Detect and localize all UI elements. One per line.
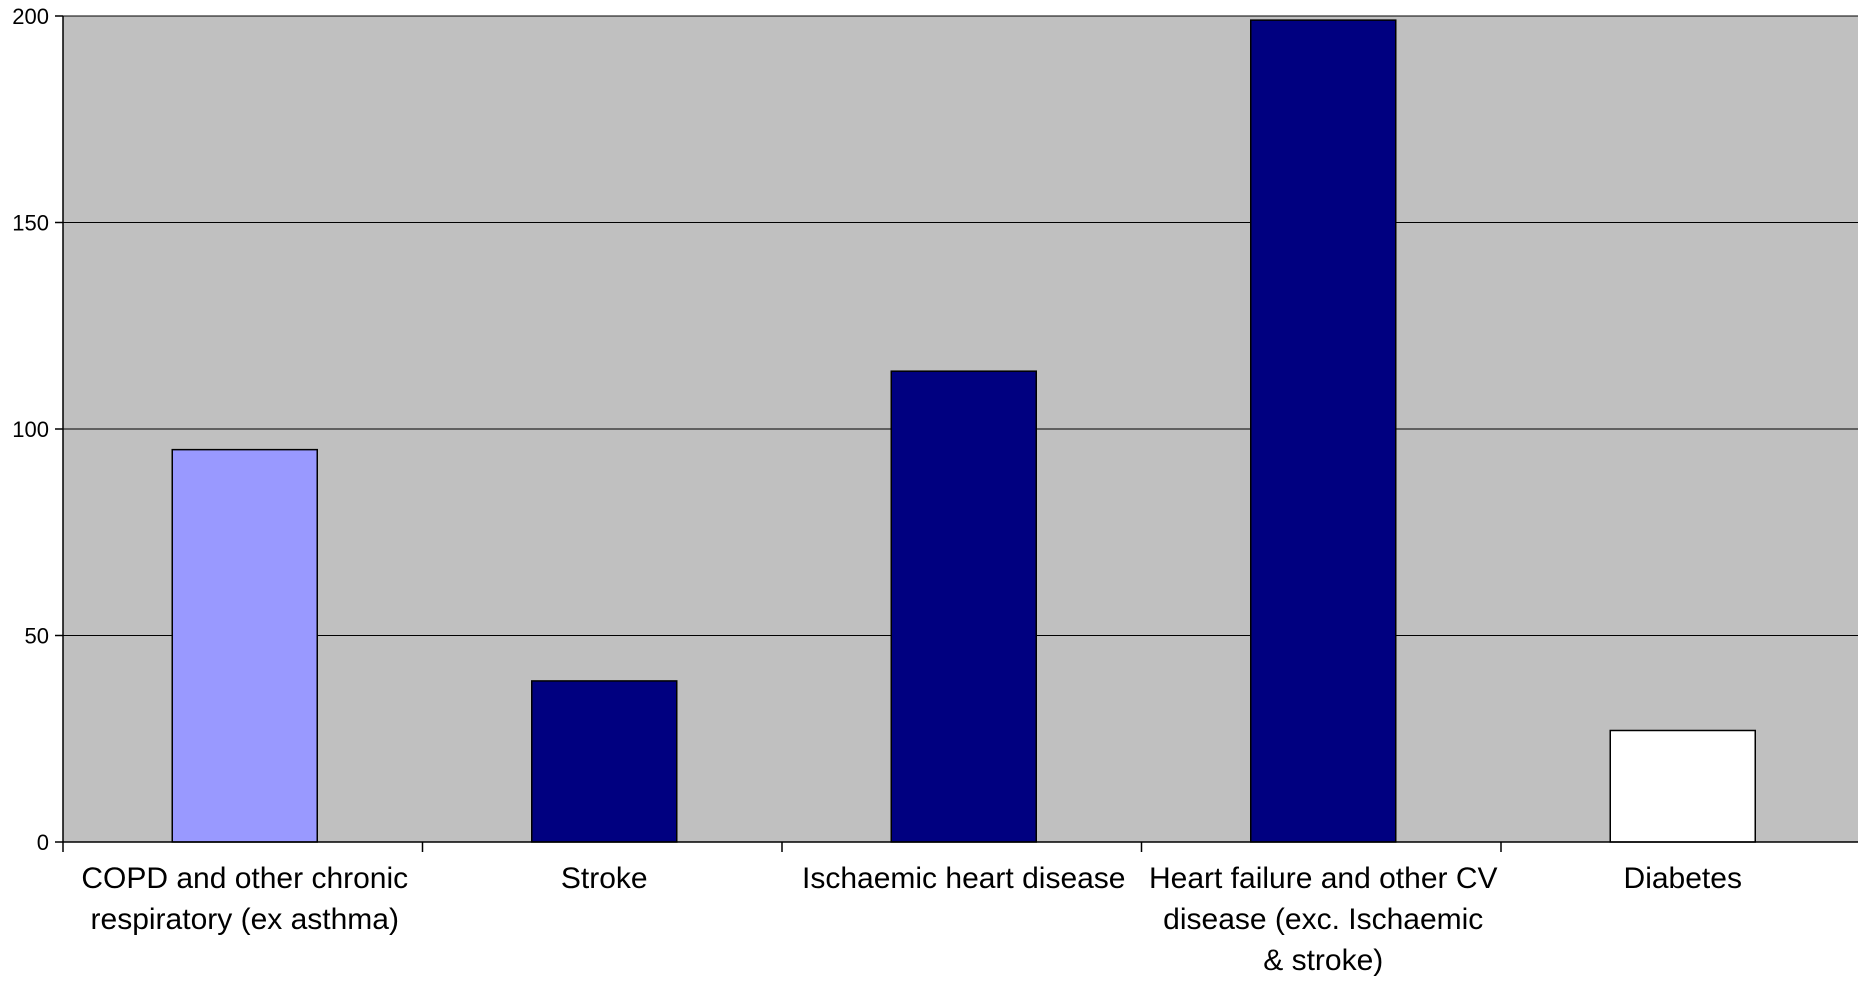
axes [55, 15, 1858, 852]
bar [1250, 19, 1397, 843]
bar [171, 448, 318, 843]
y-tick-label: 0 [37, 830, 49, 855]
bar [531, 680, 678, 843]
x-category-label: Stroke [561, 862, 648, 895]
x-category-label: Ischaemic heart disease [802, 862, 1126, 895]
x-category-label: COPD and other chronic respiratory (ex as… [81, 862, 408, 936]
y-tick-labels: 0 50 100 150 200 [12, 4, 49, 855]
x-category-label: Heart failure and other CV disease (exc. … [1149, 862, 1498, 977]
bar [890, 370, 1037, 843]
y-tick-label: 200 [12, 4, 49, 29]
x-category-label: Diabetes [1624, 862, 1742, 895]
bars [171, 19, 1756, 843]
bar [1609, 729, 1756, 843]
x-category-labels: COPD and other chronic respiratory (ex as… [81, 862, 1742, 977]
y-tick-label: 100 [12, 417, 49, 442]
y-tick-label: 50 [25, 624, 49, 649]
y-tick-label: 150 [12, 211, 49, 236]
